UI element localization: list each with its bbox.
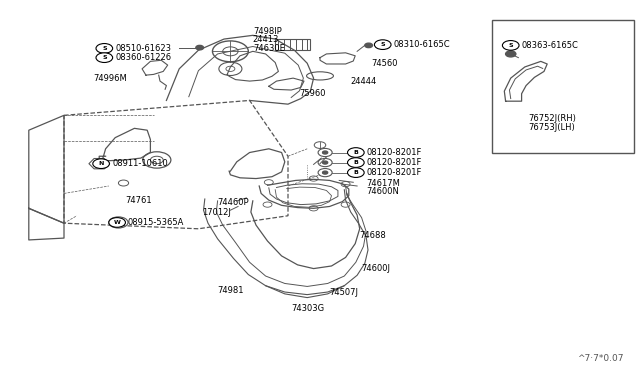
Circle shape — [96, 44, 113, 53]
Text: N: N — [99, 161, 104, 166]
Text: 74600N: 74600N — [366, 187, 399, 196]
Text: 08120-8201F: 08120-8201F — [367, 158, 422, 167]
Text: 08120-8201F: 08120-8201F — [367, 168, 422, 177]
Text: 74981: 74981 — [218, 286, 244, 295]
Circle shape — [323, 161, 328, 164]
Text: 08363-6165C: 08363-6165C — [522, 41, 579, 50]
Circle shape — [93, 159, 109, 169]
Text: 76752J(RH): 76752J(RH) — [528, 114, 576, 123]
Text: 75960: 75960 — [299, 89, 325, 98]
Circle shape — [502, 41, 519, 50]
Circle shape — [365, 43, 372, 48]
Text: 08911-10610: 08911-10610 — [112, 159, 168, 168]
Text: S: S — [102, 46, 107, 51]
Text: 08510-61623: 08510-61623 — [115, 44, 172, 53]
Text: 74507J: 74507J — [330, 288, 358, 296]
Text: ^7·7*0.07: ^7·7*0.07 — [577, 354, 624, 363]
Bar — [275, 39, 310, 50]
Circle shape — [506, 51, 516, 57]
Text: 24444: 24444 — [350, 77, 376, 86]
Text: 74600J: 74600J — [362, 264, 390, 273]
Text: 08310-6165C: 08310-6165C — [394, 40, 450, 49]
Text: 74996M: 74996M — [93, 74, 127, 83]
Text: B: B — [353, 170, 358, 175]
Text: S: S — [102, 55, 107, 60]
Text: 08915-5365A: 08915-5365A — [128, 218, 184, 227]
Circle shape — [323, 171, 328, 174]
Text: 17012J: 17012J — [202, 208, 230, 217]
Circle shape — [374, 40, 391, 49]
Bar — [492, 20, 634, 153]
Text: 74617M: 74617M — [366, 179, 400, 187]
Circle shape — [348, 148, 364, 157]
Circle shape — [196, 45, 204, 50]
Circle shape — [348, 168, 364, 177]
Text: W: W — [114, 220, 120, 225]
Circle shape — [96, 53, 113, 62]
Circle shape — [323, 151, 328, 154]
Text: S: S — [380, 42, 385, 47]
Text: 7498lP: 7498lP — [253, 27, 282, 36]
Text: 74560: 74560 — [371, 60, 397, 68]
Text: 08120-8201F: 08120-8201F — [367, 148, 422, 157]
Text: 74630E: 74630E — [253, 44, 285, 53]
Circle shape — [109, 218, 125, 227]
Text: 08360-61226: 08360-61226 — [115, 53, 172, 62]
Circle shape — [348, 158, 364, 167]
Text: S: S — [508, 43, 513, 48]
Text: 74688: 74688 — [360, 231, 387, 240]
Text: 74303G: 74303G — [291, 304, 324, 313]
Text: B: B — [353, 150, 358, 155]
Text: 74460P: 74460P — [218, 198, 249, 207]
Text: 24413: 24413 — [253, 35, 279, 44]
Text: 74761: 74761 — [125, 196, 152, 205]
Text: 76753J(LH): 76753J(LH) — [528, 123, 575, 132]
Text: B: B — [353, 160, 358, 165]
